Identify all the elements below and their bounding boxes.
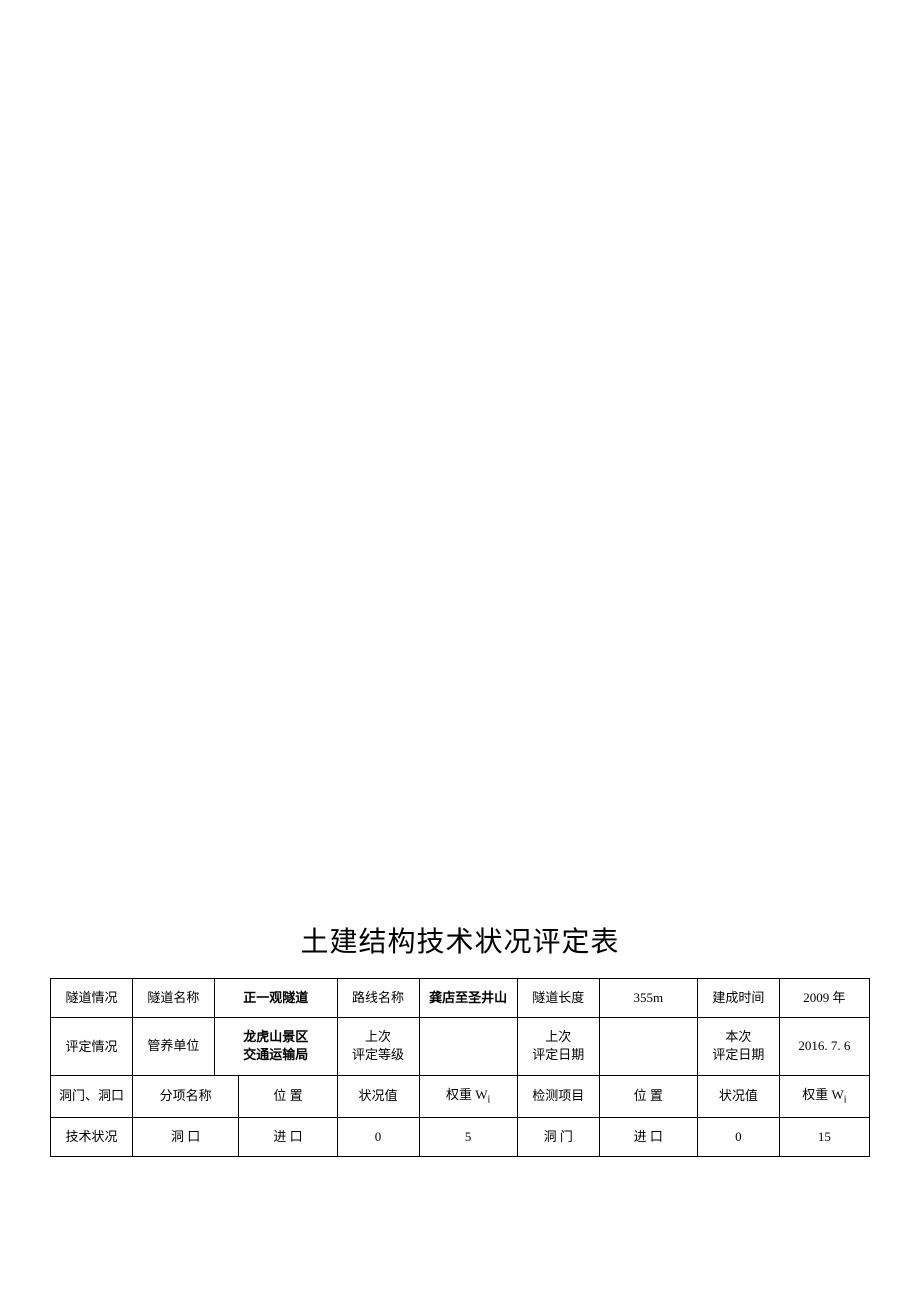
- cell-label: 隧道情况: [51, 979, 133, 1018]
- cell-label: 权重 Wi: [779, 1075, 869, 1118]
- page-title: 土建结构技术状况评定表: [50, 920, 870, 960]
- table-row: 技术状况 洞 口 进 口 0 5 洞 门 进 口 0 15: [51, 1118, 870, 1157]
- document-content: 土建结构技术状况评定表 隧道情况 隧道名称 正一观隧道 路线名称 龚店至圣井山 …: [50, 920, 870, 1157]
- subscript: i: [488, 1094, 491, 1105]
- cell-value: [599, 1018, 697, 1075]
- table-row: 隧道情况 隧道名称 正一观隧道 路线名称 龚店至圣井山 隧道长度 355m 建成…: [51, 979, 870, 1018]
- cell-label: 隧道名称: [132, 979, 214, 1018]
- cell-value: 进 口: [599, 1118, 697, 1157]
- cell-text: 权重 W: [802, 1087, 844, 1102]
- cell-value: [419, 1018, 517, 1075]
- cell-label: 技术状况: [51, 1118, 133, 1157]
- cell-value: 15: [779, 1118, 869, 1157]
- cell-value: 2009 年: [779, 979, 869, 1018]
- cell-label: 状况值: [697, 1075, 779, 1118]
- cell-text: 评定等级: [352, 1047, 404, 1062]
- cell-label: 隧道长度: [517, 979, 599, 1018]
- cell-label: 管养单位: [132, 1018, 214, 1075]
- cell-label: 位 置: [239, 1075, 337, 1118]
- cell-label: 位 置: [599, 1075, 697, 1118]
- cell-text: 评定日期: [712, 1047, 764, 1062]
- subscript: i: [844, 1094, 847, 1105]
- cell-label: 状况值: [337, 1075, 419, 1118]
- cell-value: 洞 口: [132, 1118, 238, 1157]
- table-row: 洞门、洞口 分项名称 位 置 状况值 权重 Wi 检测项目 位 置 状况值 权重…: [51, 1075, 870, 1118]
- cell-label: 分项名称: [132, 1075, 238, 1118]
- cell-text: 上次: [545, 1029, 571, 1044]
- cell-value: 5: [419, 1118, 517, 1157]
- cell-value: 0: [697, 1118, 779, 1157]
- cell-label: 洞门、洞口: [51, 1075, 133, 1118]
- cell-label: 上次 评定日期: [517, 1018, 599, 1075]
- cell-label: 权重 Wi: [419, 1075, 517, 1118]
- cell-label: 评定情况: [51, 1018, 133, 1075]
- cell-label: 上次 评定等级: [337, 1018, 419, 1075]
- cell-value: 0: [337, 1118, 419, 1157]
- cell-value: 正一观隧道: [214, 979, 337, 1018]
- cell-text: 评定日期: [532, 1047, 584, 1062]
- table-row: 评定情况 管养单位 龙虎山景区 交通运输局 上次 评定等级 上次 评定日期 本次: [51, 1018, 870, 1075]
- cell-value: 355m: [599, 979, 697, 1018]
- cell-value: 2016. 7. 6: [779, 1018, 869, 1075]
- cell-label: 路线名称: [337, 979, 419, 1018]
- cell-label: 建成时间: [697, 979, 779, 1018]
- cell-text: 龙虎山景区: [243, 1029, 308, 1044]
- cell-text: 本次: [725, 1029, 751, 1044]
- cell-text: 上次: [365, 1029, 391, 1044]
- cell-text: 交通运输局: [243, 1047, 308, 1062]
- cell-text: 权重 W: [446, 1087, 488, 1102]
- cell-value: 龚店至圣井山: [419, 979, 517, 1018]
- evaluation-table: 隧道情况 隧道名称 正一观隧道 路线名称 龚店至圣井山 隧道长度 355m 建成…: [50, 978, 870, 1157]
- cell-value: 洞 门: [517, 1118, 599, 1157]
- cell-value: 进 口: [239, 1118, 337, 1157]
- cell-label: 检测项目: [517, 1075, 599, 1118]
- cell-label: 本次 评定日期: [697, 1018, 779, 1075]
- cell-value: 龙虎山景区 交通运输局: [214, 1018, 337, 1075]
